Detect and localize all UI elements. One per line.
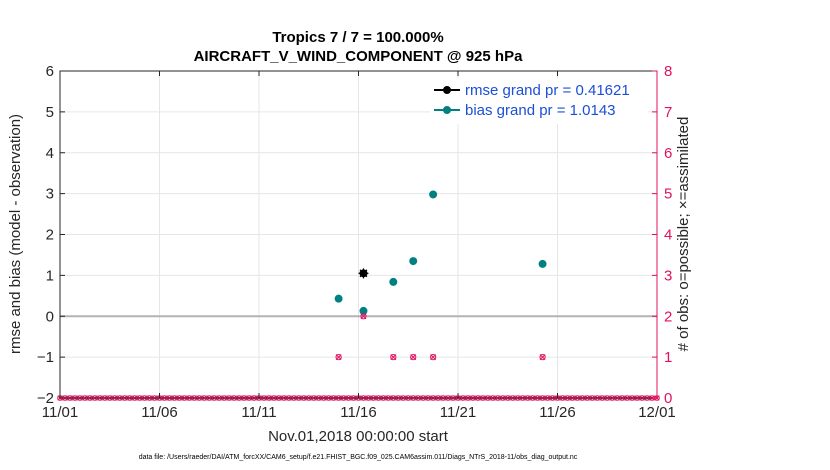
y-tick-label: 5 xyxy=(46,104,54,121)
obs-assimilated-point xyxy=(430,354,437,361)
bias-point xyxy=(389,277,398,286)
right-y-tick-label: 7 xyxy=(664,104,672,121)
obs-possible-point xyxy=(390,354,397,361)
legend-label-bias: bias grand pr = 1.0143 xyxy=(465,102,616,119)
right-y-tick-label: 0 xyxy=(664,390,672,407)
obs-assimilated-point xyxy=(410,354,417,361)
y-tick-label: 4 xyxy=(46,145,54,162)
chart-title-line2: AIRCRAFT_V_WIND_COMPONENT @ 925 hPa xyxy=(194,48,524,65)
x-tick-label: 11/26 xyxy=(539,404,575,421)
right-y-tick-label: 8 xyxy=(664,63,672,80)
y-tick-label: −1 xyxy=(37,349,54,366)
chart-title-line1: Tropics 7 / 7 = 100.000% xyxy=(272,29,443,46)
y-tick-label: −2 xyxy=(37,390,54,407)
x-tick-label: 11/01 xyxy=(42,404,78,421)
x-tick-label: 11/11 xyxy=(241,404,276,421)
legend-marker-bias xyxy=(443,106,451,114)
obs-assimilated-point xyxy=(539,354,546,361)
right-y-tick-label: 4 xyxy=(664,227,672,244)
right-y-tick-label: 6 xyxy=(664,145,672,162)
legend-label-rmse: rmse grand pr = 0.41621 xyxy=(465,82,630,99)
y-tick-label: 0 xyxy=(46,308,54,325)
obs-assimilated-point xyxy=(335,354,342,361)
y-tick-label: 2 xyxy=(46,227,54,244)
bias-point xyxy=(359,306,368,315)
obs-possible-point xyxy=(539,354,546,361)
obs-possible-point xyxy=(360,313,367,320)
obs-possible-point xyxy=(410,354,417,361)
legend: rmse grand pr = 0.41621 bias grand pr = … xyxy=(430,78,648,124)
right-y-tick-label: 1 xyxy=(664,349,672,366)
right-y-tick-layer: 0 1 2 3 4 5 6 7 8 xyxy=(652,63,672,407)
y-axis-label: rmse and bias (model - observation) xyxy=(7,114,24,354)
x-tick-layer: 11/01 11/06 11/11 11/16 11/21 11/26 12/01 xyxy=(42,71,676,421)
x-axis-label: Nov.01,2018 00:00:00 start xyxy=(268,428,449,445)
right-y-tick-label: 2 xyxy=(664,308,672,325)
bias-point xyxy=(409,257,418,266)
bias-point xyxy=(429,190,438,199)
legend-marker-rmse xyxy=(443,86,451,94)
right-y-tick-label: 5 xyxy=(664,186,672,203)
bias-point xyxy=(538,259,547,268)
obs-assimilated-point xyxy=(360,313,367,320)
data-file-footnote: data file: /Users/raeder/DAI/ATM_forcXX/… xyxy=(139,454,578,461)
y-tick-label: 3 xyxy=(46,186,54,203)
obs-assimilated-point xyxy=(390,354,397,361)
bias-point xyxy=(334,294,343,303)
y-tick-layer: −2 −1 0 1 2 3 4 5 6 xyxy=(37,63,65,407)
x-tick-label: 12/01 xyxy=(638,404,676,421)
legend-box xyxy=(430,78,648,124)
obs-possible-point xyxy=(430,354,437,361)
x-tick-label: 11/16 xyxy=(340,404,376,421)
rmse-point-star xyxy=(358,268,369,279)
right-y-axis-label: # of obs: o=possible; ×=assimilated xyxy=(675,117,692,352)
data-layer xyxy=(334,190,547,361)
y-tick-label: 1 xyxy=(46,267,54,284)
right-y-tick-label: 3 xyxy=(664,267,672,284)
x-tick-label: 11/06 xyxy=(141,404,177,421)
x-tick-label: 11/21 xyxy=(440,404,476,421)
obs-possible-point xyxy=(335,354,342,361)
y-tick-label: 6 xyxy=(46,63,54,80)
